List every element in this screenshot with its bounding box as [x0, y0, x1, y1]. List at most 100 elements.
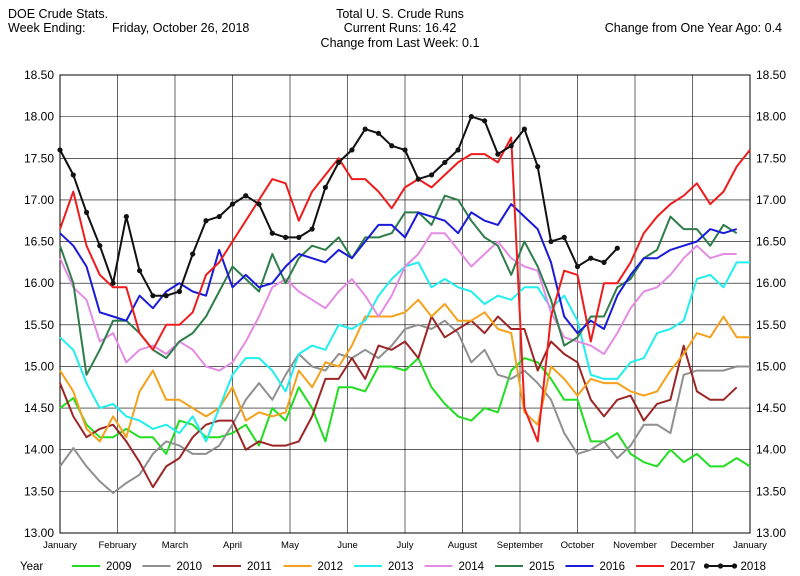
- legend-label-2010: 2010: [177, 561, 203, 573]
- x-tick-label: March: [162, 540, 188, 551]
- legend-label-2015: 2015: [529, 561, 555, 573]
- series-2018-point: [428, 172, 435, 178]
- series-2018-point: [256, 201, 262, 207]
- series-2018-point: [282, 234, 289, 240]
- series-2018-point: [70, 172, 76, 178]
- x-tick-label: February: [98, 540, 136, 551]
- legend-label-2009: 2009: [106, 561, 132, 573]
- y-tick-label-left: 15.00: [24, 359, 54, 373]
- legend-swatch-point: [703, 563, 710, 569]
- x-axis: January February March April May June July Augu…: [43, 540, 767, 551]
- legend-swatch-point: [731, 563, 738, 569]
- series-2018-point: [362, 126, 368, 132]
- series-2018-point: [614, 245, 620, 251]
- legend-label-2014: 2014: [459, 561, 485, 573]
- legend-label-2012: 2012: [318, 561, 344, 573]
- series-2018-point: [322, 184, 328, 191]
- series-2018-point: [389, 143, 395, 149]
- series-2018-point: [296, 234, 302, 240]
- y-tick-label-left: 16.50: [24, 235, 54, 249]
- legend-label-2011: 2011: [247, 561, 272, 573]
- series-2018-point: [495, 151, 501, 157]
- current-runs: Current Runs: 16.42: [343, 21, 457, 35]
- legend-label-2018: 2018: [741, 561, 767, 573]
- series-line-2015: [59, 194, 738, 376]
- series-2018-point: [349, 147, 355, 153]
- y-tick-label-right: 16.00: [756, 276, 786, 290]
- y-axis-left: 13.00 13.50 14.00 14.50 15.00 15.50 16.00 16.50…: [24, 68, 54, 540]
- chart-series: [57, 114, 751, 494]
- y-axis-right: 13.00 13.50 14.00 14.50 15.00 15.50 16.00 16.50…: [756, 68, 786, 540]
- series-2018-point: [163, 293, 169, 299]
- chart-grid: [59, 74, 751, 534]
- x-tick-label: November: [613, 540, 657, 551]
- y-tick-label-right: 13.00: [756, 526, 786, 540]
- change-from-one-year-ago: Change from One Year Ago: 0.4: [604, 21, 782, 35]
- x-tick-label: October: [561, 540, 595, 551]
- series-2018-point: [83, 209, 90, 215]
- y-tick-label-left: 13.00: [24, 526, 54, 540]
- series-2018-point: [375, 130, 382, 136]
- y-tick-label-left: 18.00: [24, 110, 54, 124]
- x-tick-label: May: [281, 540, 299, 551]
- series-line-2011: [59, 315, 738, 489]
- y-tick-label-left: 15.50: [24, 318, 54, 332]
- week-ending-value: Friday, October 26, 2018: [112, 21, 250, 35]
- series-2018-point: [482, 118, 488, 124]
- y-tick-label-left: 14.00: [24, 443, 54, 457]
- series-2018-point: [442, 159, 448, 166]
- series-2018-point: [150, 293, 156, 299]
- legend-label-2013: 2013: [388, 561, 414, 573]
- series-2018-point: [402, 147, 408, 153]
- y-tick-label-left: 14.50: [24, 401, 54, 415]
- series-2018-point: [521, 126, 528, 132]
- x-tick-label: June: [337, 540, 358, 551]
- y-tick-label-right: 17.50: [756, 151, 786, 165]
- series-2018-point: [535, 164, 541, 170]
- x-tick-label: April: [223, 540, 242, 551]
- legend-label-2017: 2017: [670, 561, 696, 573]
- series-2018-point: [137, 268, 143, 274]
- series-line-2014: [59, 232, 737, 372]
- y-tick-label-right: 16.50: [756, 235, 786, 249]
- y-tick-label-left: 18.50: [24, 68, 54, 82]
- series-2018-point: [97, 243, 103, 249]
- series-2018-point: [243, 193, 249, 199]
- series-2018-point: [415, 176, 421, 182]
- chart-title: Total U. S. Crude Runs: [336, 7, 464, 21]
- series-2018-point: [561, 234, 567, 240]
- x-tick-label: January: [733, 540, 767, 551]
- x-tick-label: December: [671, 540, 715, 551]
- series-2018-point: [110, 280, 116, 286]
- y-tick-label-right: 15.00: [756, 359, 786, 373]
- series-2018-point: [216, 213, 222, 220]
- series-2018-point: [309, 226, 315, 232]
- x-tick-label: January: [43, 540, 77, 551]
- series-line-2016: [59, 203, 737, 335]
- series-2018-point: [190, 251, 196, 257]
- series-2018-point: [57, 147, 63, 153]
- series-line-2010: [59, 319, 750, 494]
- series-2018-point: [203, 218, 209, 224]
- y-tick-label-left: 17.00: [24, 193, 54, 207]
- y-tick-label-left: 16.00: [24, 276, 54, 290]
- series-line-2009: [59, 357, 751, 468]
- y-tick-label-left: 17.50: [24, 151, 54, 165]
- series-2018-point: [455, 147, 461, 153]
- change-from-last-week: Change from Last Week: 0.1: [320, 36, 480, 50]
- y-tick-label-right: 18.00: [756, 110, 786, 124]
- header-source: DOE Crude Stats.: [8, 7, 109, 21]
- y-tick-label-right: 18.50: [756, 68, 786, 82]
- x-tick-label: July: [397, 540, 414, 551]
- series-2018-point: [123, 213, 129, 220]
- series-2018-point: [601, 259, 607, 265]
- y-tick-label-right: 15.50: [756, 318, 786, 332]
- week-ending-label: Week Ending:: [8, 21, 86, 35]
- legend-swatch-point: [717, 563, 724, 569]
- legend-title: Year: [20, 561, 43, 573]
- series-line-2017: [59, 136, 751, 443]
- series-2018-point: [176, 288, 183, 295]
- series-2018-point: [508, 143, 514, 149]
- series-2018-point: [574, 263, 581, 270]
